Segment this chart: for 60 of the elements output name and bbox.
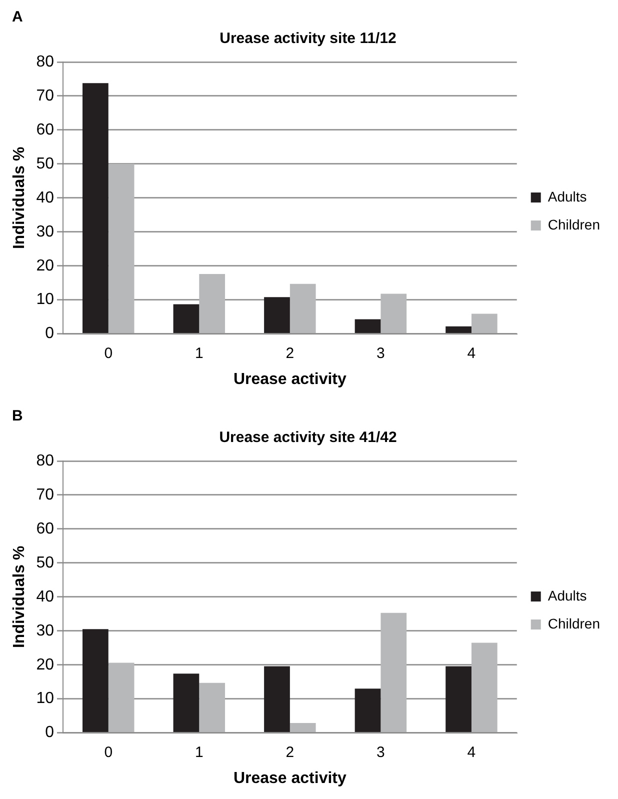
- text: B: [12, 408, 23, 425]
- bar: [446, 326, 472, 334]
- y-tick-label: 30: [36, 223, 54, 240]
- bar: [380, 612, 407, 732]
- x-axis-title: Urease activity: [233, 370, 347, 388]
- x-tick-label: 1: [194, 744, 204, 761]
- bar: [446, 666, 472, 732]
- bar: [199, 274, 226, 334]
- chart-title: Urease activity site 41/42: [219, 429, 397, 446]
- x-tick-label: 2: [286, 744, 294, 761]
- legend-label: Children: [548, 615, 600, 632]
- legend-label: Adults: [548, 587, 587, 604]
- y-tick-label: 0: [45, 325, 54, 342]
- text: A: [12, 8, 23, 26]
- x-axis-title: Urease activity: [233, 770, 347, 787]
- bar: [471, 314, 498, 334]
- y-tick-label: 80: [36, 452, 54, 470]
- bar: [82, 629, 108, 732]
- bar: [354, 688, 381, 732]
- bar: [108, 164, 134, 334]
- y-axis-title: Individuals %: [11, 146, 28, 250]
- y-tick-label: 10: [36, 690, 54, 708]
- x-tick-label: 1: [194, 344, 204, 362]
- y-tick-label: 10: [36, 291, 54, 308]
- chart-title: Urease activity site 11/12: [220, 30, 396, 48]
- bar: [173, 304, 200, 334]
- bar: [199, 682, 226, 732]
- y-tick-label: 30: [36, 622, 54, 640]
- y-tick-label: 40: [36, 588, 54, 606]
- x-tick-label: 3: [376, 744, 385, 761]
- bar: [82, 83, 108, 334]
- y-tick-label: 20: [36, 656, 54, 674]
- y-tick-label: 50: [36, 554, 54, 572]
- y-tick-label: 70: [36, 486, 54, 504]
- bar: [354, 319, 381, 334]
- x-tick-label: 4: [467, 344, 476, 362]
- y-tick-label: 50: [36, 155, 54, 172]
- bar: [173, 674, 200, 732]
- x-tick-label: 4: [467, 744, 476, 761]
- bar: [290, 722, 316, 732]
- y-tick-label: 0: [45, 724, 54, 742]
- bar: [380, 294, 407, 334]
- y-tick-label: 80: [36, 53, 54, 70]
- y-tick-label: 40: [36, 189, 54, 206]
- y-tick-label: 70: [36, 87, 54, 104]
- y-tick-label: 60: [36, 121, 54, 138]
- bar: [290, 284, 316, 334]
- bar: [264, 666, 290, 732]
- legend-label: Adults: [548, 188, 587, 204]
- x-tick-label: 0: [104, 744, 113, 761]
- bar: [264, 297, 290, 334]
- y-tick-label: 60: [36, 520, 54, 538]
- y-tick-label: 20: [36, 257, 54, 274]
- legend-label: Children: [548, 216, 600, 232]
- y-axis-title: Individuals %: [11, 546, 28, 648]
- bar: [108, 662, 134, 732]
- x-tick-label: 0: [104, 344, 113, 362]
- x-tick-label: 2: [286, 344, 294, 362]
- bar: [471, 642, 498, 732]
- x-tick-label: 3: [376, 344, 385, 362]
